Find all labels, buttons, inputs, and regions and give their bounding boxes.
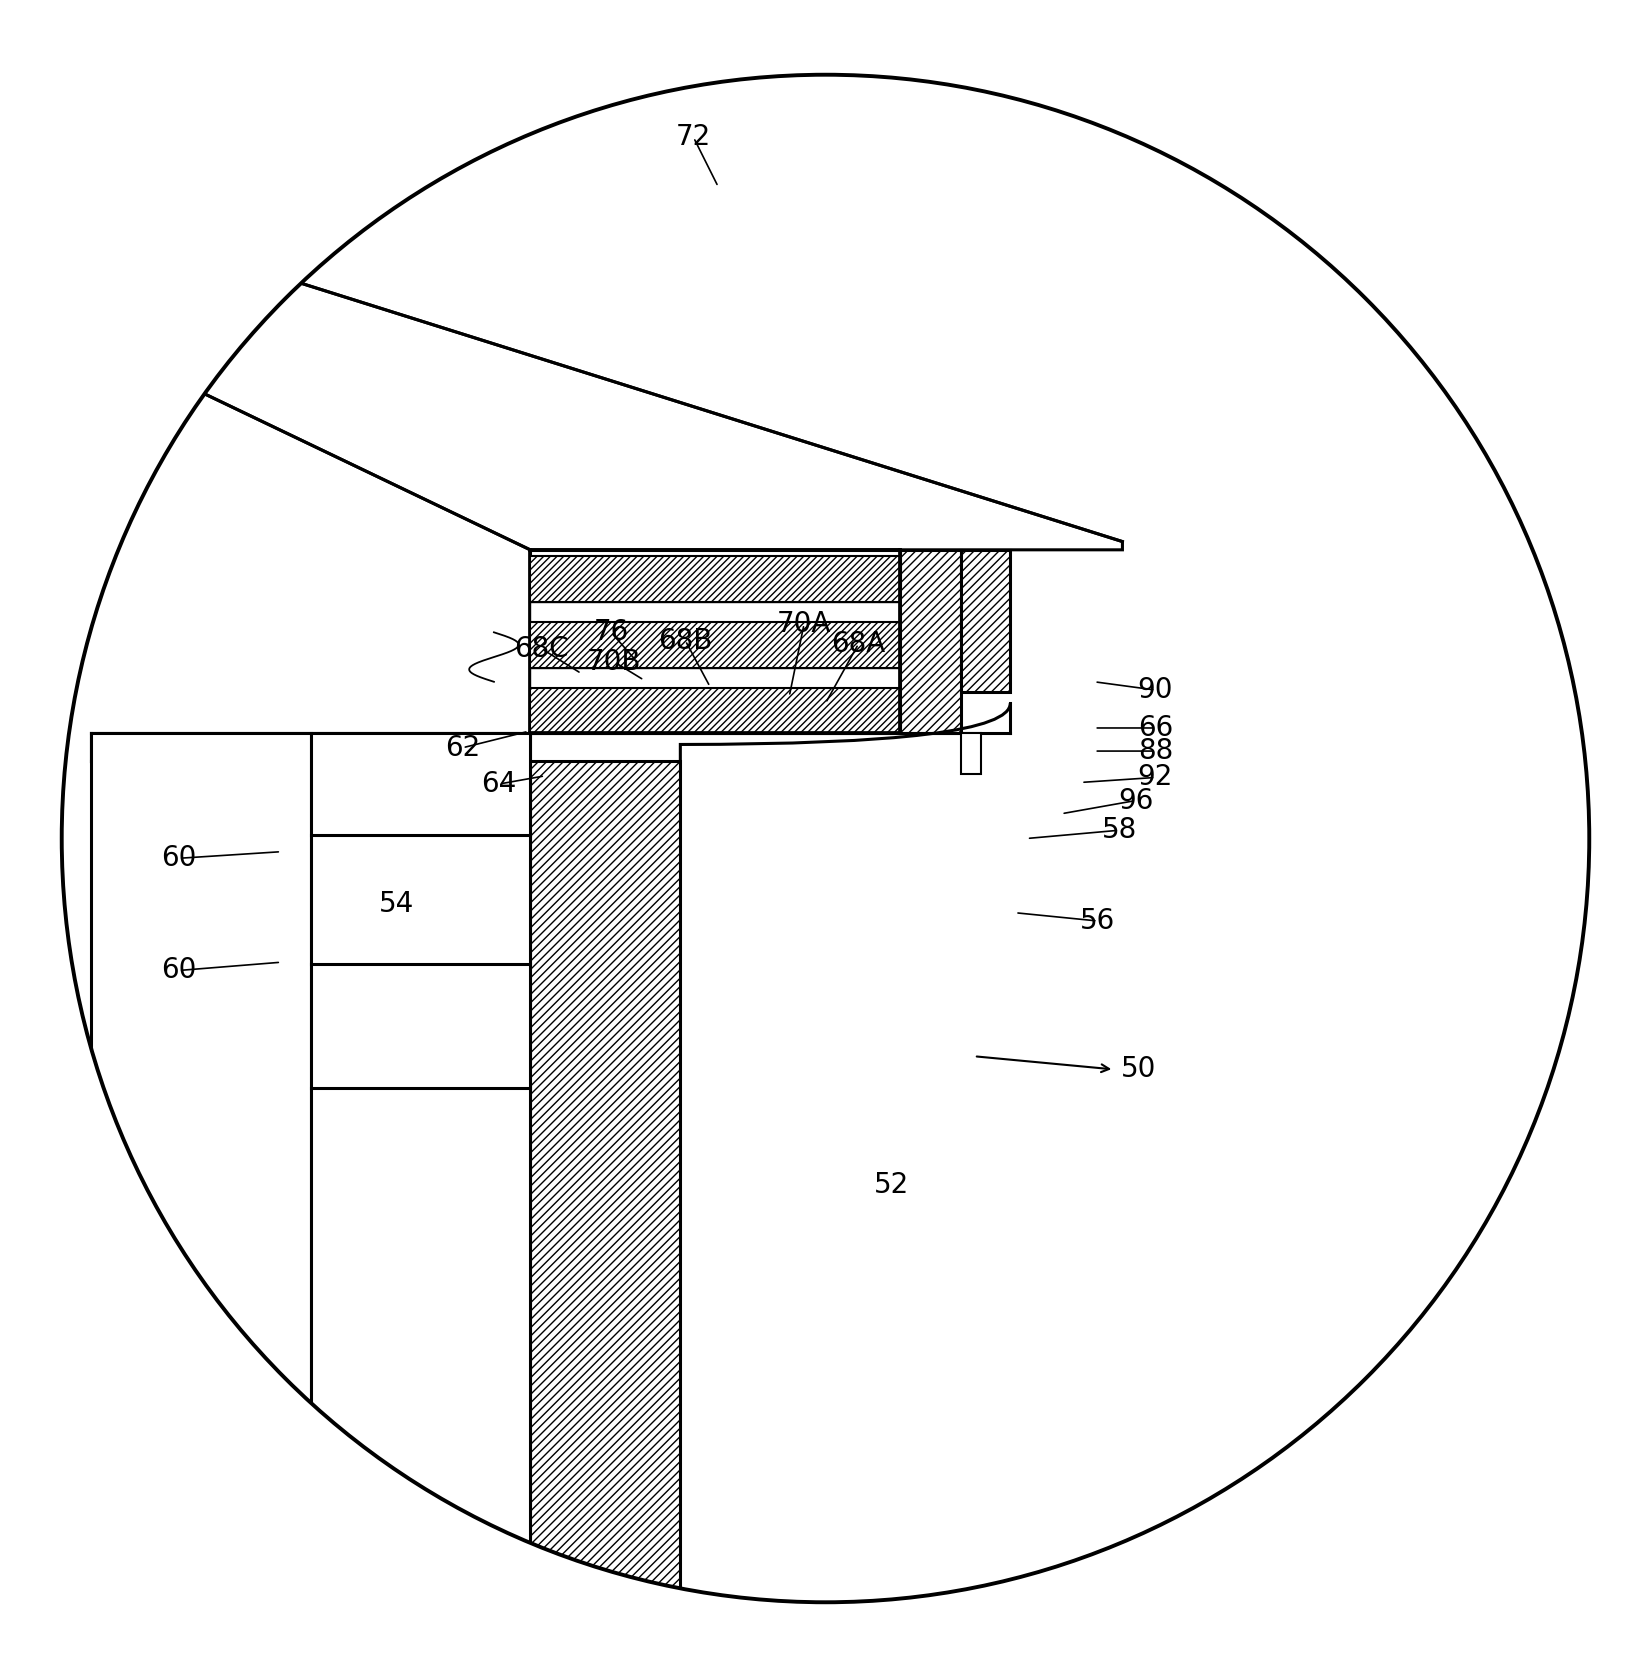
Text: 60: 60 bbox=[162, 956, 196, 984]
Bar bbox=[530, 761, 680, 1590]
Text: 96: 96 bbox=[1118, 787, 1154, 815]
Text: 50: 50 bbox=[1121, 1055, 1157, 1083]
Text: 88: 88 bbox=[1138, 738, 1174, 765]
Text: 62: 62 bbox=[446, 735, 480, 761]
Text: 92: 92 bbox=[1138, 763, 1174, 792]
Text: 64: 64 bbox=[480, 770, 517, 798]
Text: 68B: 68B bbox=[659, 627, 713, 654]
Bar bbox=[310, 733, 530, 1590]
Bar bbox=[91, 733, 530, 761]
Circle shape bbox=[61, 75, 1590, 1602]
Text: 70B: 70B bbox=[588, 647, 642, 676]
Bar bbox=[530, 667, 900, 688]
Bar bbox=[530, 550, 900, 585]
Text: 56: 56 bbox=[1080, 907, 1116, 936]
Bar bbox=[530, 555, 900, 602]
Polygon shape bbox=[99, 220, 1123, 550]
Bar bbox=[961, 550, 1010, 691]
Text: 76: 76 bbox=[593, 619, 629, 646]
Text: 70A: 70A bbox=[778, 610, 830, 637]
Bar bbox=[91, 733, 310, 1590]
Bar bbox=[961, 733, 981, 775]
Text: 90: 90 bbox=[1138, 676, 1174, 704]
Bar bbox=[530, 703, 900, 733]
Bar bbox=[530, 688, 900, 735]
Text: 66: 66 bbox=[1138, 714, 1174, 741]
Text: 68A: 68A bbox=[832, 631, 885, 657]
Bar bbox=[530, 622, 900, 667]
Text: 60: 60 bbox=[162, 844, 196, 872]
Bar bbox=[900, 550, 961, 733]
Text: 72: 72 bbox=[675, 124, 712, 151]
Bar bbox=[530, 602, 900, 622]
Text: 52: 52 bbox=[873, 1171, 910, 1199]
Text: 54: 54 bbox=[380, 890, 414, 919]
Text: 58: 58 bbox=[1101, 817, 1138, 844]
Text: 68C: 68C bbox=[515, 636, 570, 662]
